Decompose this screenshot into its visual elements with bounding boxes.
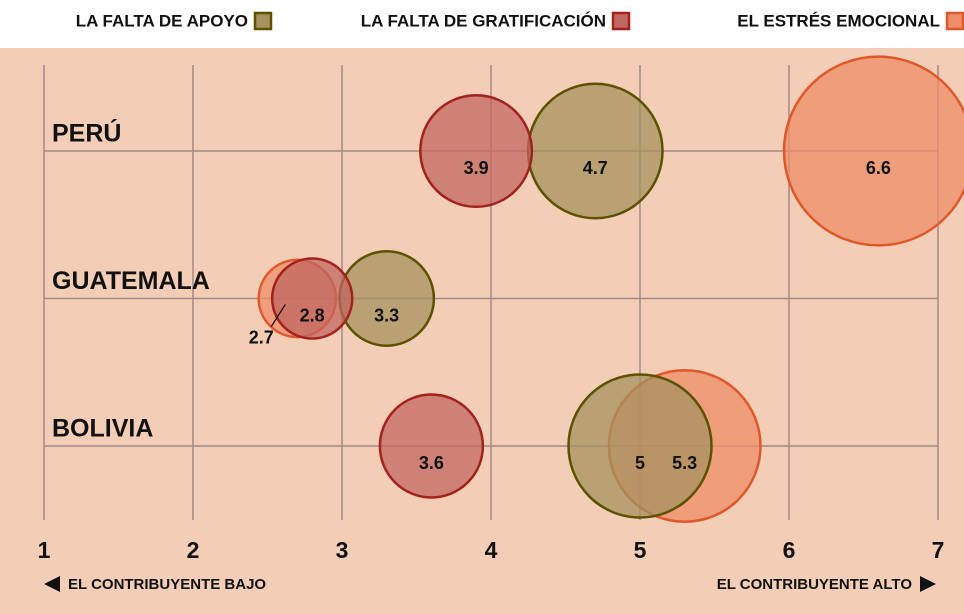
bubbles bbox=[257, 55, 964, 524]
x-label-high: EL CONTRIBUYENTE ALTO bbox=[717, 576, 913, 593]
value-label: 3.3 bbox=[374, 305, 399, 325]
value-label: 3.6 bbox=[419, 453, 444, 473]
leader-line bbox=[270, 304, 286, 327]
bubble bbox=[419, 93, 534, 209]
arrow-right bbox=[920, 576, 936, 592]
legend-label: LA FALTA DE GRATIFICACIÓN bbox=[361, 11, 606, 30]
bubble bbox=[270, 257, 354, 340]
x-tick-label: 5 bbox=[634, 537, 647, 563]
value-label: 5.3 bbox=[672, 453, 697, 473]
legend-swatch bbox=[945, 11, 964, 31]
category-label: GUATEMALA bbox=[52, 267, 210, 295]
value-label: 3.9 bbox=[464, 158, 489, 178]
legend-swatch bbox=[253, 11, 273, 31]
value-label: 5 bbox=[635, 453, 645, 473]
category-label: BOLIVIA bbox=[52, 415, 153, 443]
bubble bbox=[378, 393, 485, 499]
arrow-left bbox=[44, 576, 60, 592]
value-label: 2.8 bbox=[300, 305, 325, 325]
x-tick-label: 6 bbox=[783, 537, 796, 563]
category-label: PERÚ bbox=[52, 118, 121, 148]
legend-label: EL ESTRÉS EMOCIONAL bbox=[737, 11, 940, 30]
x-tick-label: 7 bbox=[932, 537, 945, 563]
legend-label: LA FALTA DE APOYO bbox=[76, 11, 248, 30]
value-label: 4.7 bbox=[583, 158, 608, 178]
x-tick-label: 4 bbox=[485, 537, 498, 563]
labels: 4.7 3.3 5 3.9 2.8 3.6 6.6 2.7 5.3 bbox=[249, 158, 891, 473]
x-tick-label: 3 bbox=[336, 537, 349, 563]
bubble bbox=[567, 373, 713, 519]
x-label-low: EL CONTRIBUYENTE BAJO bbox=[68, 576, 266, 593]
x-tick-label: 1 bbox=[38, 537, 51, 563]
bubble bbox=[782, 55, 964, 247]
x-tick-label: 2 bbox=[187, 537, 200, 563]
bubble bbox=[526, 82, 664, 220]
legend-swatch bbox=[611, 11, 631, 31]
bubble bbox=[338, 250, 436, 347]
value-label: 2.7 bbox=[249, 327, 274, 347]
value-label: 6.6 bbox=[866, 158, 891, 178]
